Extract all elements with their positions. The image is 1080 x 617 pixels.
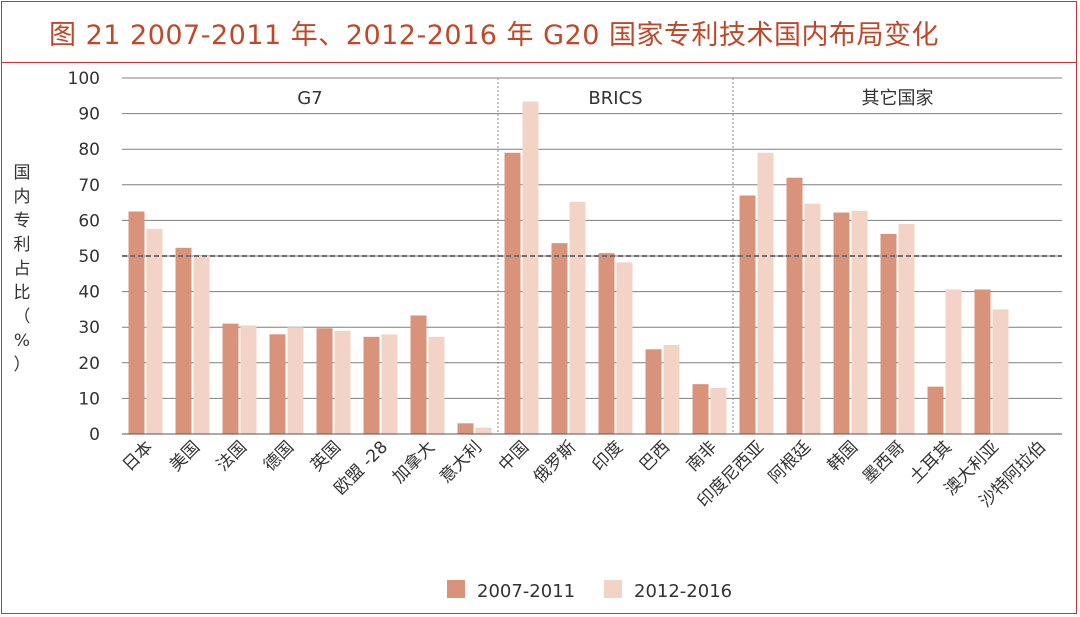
bar-2012-2016 bbox=[475, 427, 492, 434]
bars-layer bbox=[122, 101, 1062, 434]
bar-2012-2016 bbox=[569, 201, 586, 434]
y-tick-label: 50 bbox=[78, 247, 100, 267]
bar-2012-2016 bbox=[193, 256, 210, 434]
title-bar: 图 21 2007-2011 年、2012-2016 年 G20 国家专利技术国… bbox=[1, 1, 1077, 63]
x-tick-label: 巴西 bbox=[636, 437, 674, 475]
bar-2012-2016 bbox=[240, 325, 257, 434]
bar-2012-2016 bbox=[146, 228, 163, 434]
bar-2012-2016 bbox=[663, 345, 680, 434]
x-tick-label: 中国 bbox=[495, 437, 533, 475]
bar-2007-2011 bbox=[880, 233, 897, 434]
group-label: 其它国家 bbox=[862, 88, 934, 109]
y-tick-label: 100 bbox=[68, 69, 100, 89]
y-tick-label: 80 bbox=[78, 140, 100, 160]
bar-2007-2011 bbox=[551, 243, 568, 434]
bar-2012-2016 bbox=[851, 210, 868, 434]
y-tick-label: 70 bbox=[78, 176, 100, 196]
x-tick-label: 俄罗斯 bbox=[530, 437, 580, 487]
group-label: G7 bbox=[297, 88, 322, 109]
legend-label: 2012-2016 bbox=[634, 581, 732, 602]
legend-label: 2007-2011 bbox=[477, 581, 575, 602]
bar-2012-2016 bbox=[381, 334, 398, 434]
group-label: BRICS bbox=[588, 88, 642, 109]
bar-2012-2016 bbox=[945, 289, 962, 434]
bar-2012-2016 bbox=[428, 336, 445, 434]
x-tick-label: 英国 bbox=[307, 437, 345, 475]
bar-2007-2011 bbox=[457, 423, 474, 434]
x-tick-label: 加拿大 bbox=[388, 437, 439, 488]
bar-2007-2011 bbox=[128, 211, 145, 434]
x-tick-label: 墨西哥 bbox=[859, 437, 909, 487]
x-tick-label: 德国 bbox=[260, 437, 298, 475]
bar-2007-2011 bbox=[598, 253, 615, 434]
bar-2007-2011 bbox=[175, 247, 192, 434]
y-tick-label: 60 bbox=[78, 211, 100, 231]
y-tick-label: 40 bbox=[78, 283, 100, 303]
y-tick-label: 30 bbox=[78, 318, 100, 338]
x-tick-label: 阿根廷 bbox=[765, 437, 815, 487]
bar-2007-2011 bbox=[692, 384, 709, 434]
x-tick-label: 印度 bbox=[589, 437, 627, 475]
bar-2012-2016 bbox=[616, 262, 633, 434]
bar-2007-2011 bbox=[504, 152, 521, 434]
bar-2007-2011 bbox=[833, 212, 850, 434]
bar-2007-2011 bbox=[410, 315, 427, 434]
bar-2007-2011 bbox=[786, 177, 803, 434]
x-tick-label: 意大利 bbox=[436, 437, 486, 487]
bar-2012-2016 bbox=[898, 223, 915, 434]
bar-2007-2011 bbox=[645, 349, 662, 434]
x-tick-label: 日本 bbox=[119, 437, 157, 475]
legend-swatch bbox=[604, 580, 622, 598]
bar-2012-2016 bbox=[992, 309, 1009, 434]
bar-2007-2011 bbox=[974, 289, 991, 434]
y-axis-label: 国内专利占比（%） bbox=[14, 163, 31, 375]
legend-swatch bbox=[447, 580, 465, 598]
x-tick-label: 韩国 bbox=[824, 437, 862, 475]
bar-2007-2011 bbox=[927, 386, 944, 434]
bar-2012-2016 bbox=[334, 330, 351, 434]
bar-2012-2016 bbox=[804, 203, 821, 434]
bar-2007-2011 bbox=[316, 328, 333, 434]
x-tick-label: 美国 bbox=[166, 437, 204, 475]
legend: 2007-2011 2012-2016 bbox=[447, 580, 732, 602]
figure-title: 图 21 2007-2011 年、2012-2016 年 G20 国家专利技术国… bbox=[49, 20, 939, 51]
bar-2012-2016 bbox=[757, 152, 774, 434]
y-tick-label: 0 bbox=[89, 425, 100, 445]
y-tick-label: 90 bbox=[78, 105, 100, 125]
bar-2007-2011 bbox=[222, 323, 239, 434]
bar-2012-2016 bbox=[522, 101, 539, 434]
x-tick-label: 南非 bbox=[683, 437, 721, 475]
bar-2007-2011 bbox=[739, 195, 756, 434]
bar-2012-2016 bbox=[287, 327, 304, 434]
bar-2012-2016 bbox=[710, 387, 727, 434]
y-tick-label: 10 bbox=[78, 389, 100, 409]
x-tick-label: 法国 bbox=[213, 437, 251, 475]
y-tick-label: 20 bbox=[78, 354, 100, 374]
bar-2007-2011 bbox=[269, 334, 286, 434]
bar-2007-2011 bbox=[363, 336, 380, 434]
